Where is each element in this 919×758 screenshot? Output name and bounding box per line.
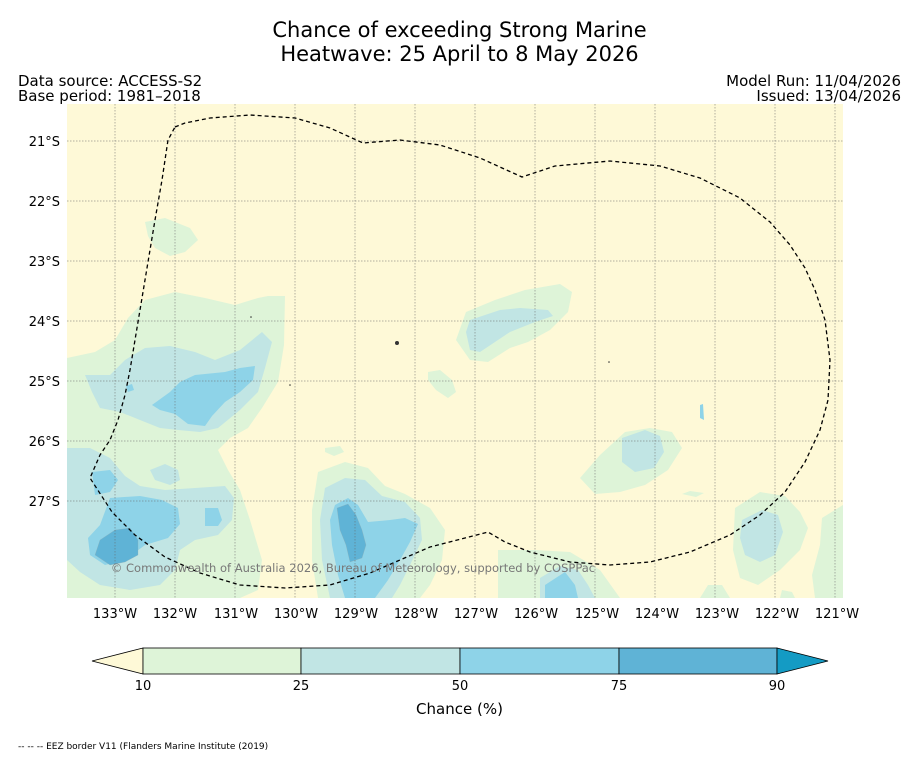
colorbar-title: Chance (%) [416, 700, 503, 718]
eez-footnote: -- -- -- EEZ border V11 (Flanders Marine… [18, 742, 269, 752]
lon-label: 128°W [394, 607, 438, 622]
base-period: Base period: 1981–2018 [18, 87, 201, 105]
latitude-labels: 21°S 22°S 23°S 24°S 25°S 26°S 27°S [29, 135, 60, 510]
data-source: Data source: ACCESS-S2 [18, 72, 203, 90]
lon-label: 122°W [755, 607, 799, 622]
data-source-block: Data source: ACCESS-S2 Base period: 1981… [18, 74, 202, 104]
colorbar-10-25 [142, 647, 302, 675]
lon-label: 130°W [274, 607, 318, 622]
colorbar-tick: 10 [134, 679, 152, 694]
contour-outlines [94, 503, 367, 566]
colorbar-50-75 [459, 647, 620, 675]
lon-label: 132°W [153, 607, 197, 622]
lon-label: 121°W [815, 607, 859, 622]
colorbar-75-90 [618, 647, 778, 675]
lon-label: 124°W [635, 607, 679, 622]
issued-date: Issued: 13/04/2026 [756, 87, 901, 105]
lat-label: 23°S [29, 255, 60, 270]
title-line-1: Chance of exceeding Strong Marine [272, 18, 647, 42]
colorbar [91, 647, 829, 675]
colorbar-below-10 [91, 647, 144, 675]
lon-label: 125°W [575, 607, 619, 622]
lon-label: 126°W [514, 607, 558, 622]
colorbar-tick: 75 [610, 679, 628, 694]
contour-75-90 [95, 504, 366, 565]
lon-label: 129°W [334, 607, 378, 622]
lat-label: 27°S [29, 495, 60, 510]
lon-label: 131°W [214, 607, 258, 622]
lon-label: 123°W [695, 607, 739, 622]
lat-label: 25°S [29, 375, 60, 390]
graticule [67, 104, 843, 598]
copyright-text: © Commonwealth of Australia 2026, Bureau… [111, 561, 595, 575]
lat-label: 22°S [29, 195, 60, 210]
eez-border [89, 114, 831, 589]
lat-label: 24°S [29, 315, 60, 330]
model-run: Model Run: 11/04/2026 [726, 72, 901, 90]
islands [250, 316, 610, 386]
model-run-block: Model Run: 11/04/2026 Issued: 13/04/2026 [726, 74, 901, 104]
colorbar-tick: 90 [768, 679, 786, 694]
lon-label: 133°W [93, 607, 137, 622]
lon-label: 127°W [454, 607, 498, 622]
colorbar-above-90 [776, 647, 829, 675]
map-title: Chance of exceeding Strong Marine Heatwa… [0, 18, 919, 66]
colorbar-tick: 50 [451, 679, 469, 694]
lat-label: 26°S [29, 435, 60, 450]
lat-label: 21°S [29, 135, 60, 150]
probability-contours [67, 218, 843, 598]
colorbar-tick: 25 [292, 679, 310, 694]
colorbar-25-50 [300, 647, 461, 675]
longitude-labels: 133°W 132°W 131°W 130°W 129°W 128°W 127°… [93, 607, 859, 622]
title-line-2: Heatwave: 25 April to 8 May 2026 [280, 42, 639, 66]
